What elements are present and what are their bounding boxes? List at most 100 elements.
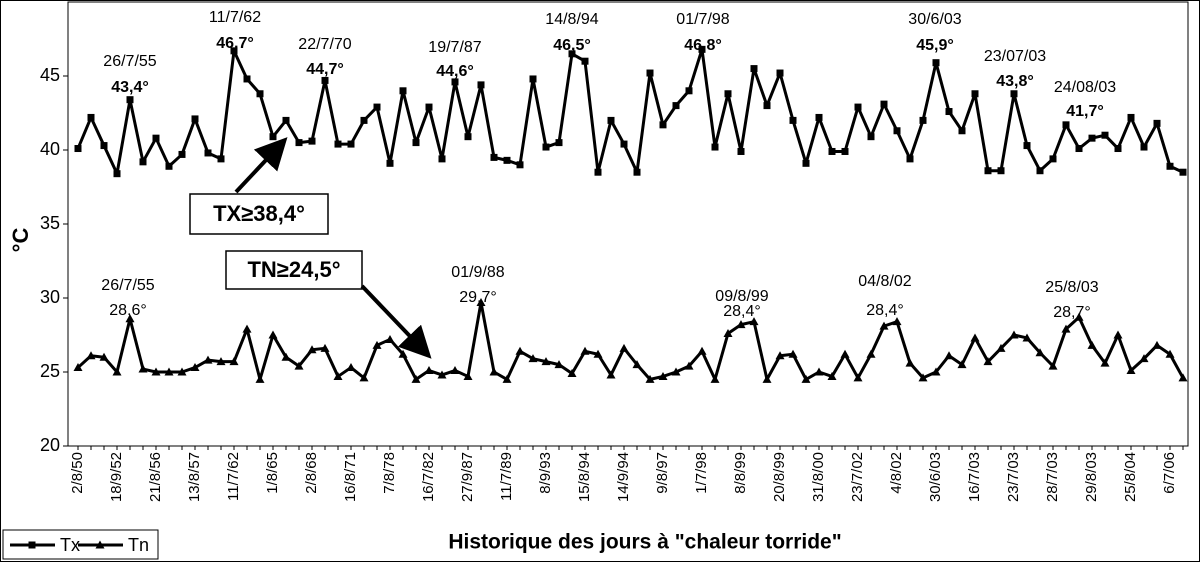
marker [320,343,330,352]
marker [152,134,160,142]
marker [905,358,915,367]
annotation-date: 19/7/87 [428,39,481,56]
marker [204,149,212,157]
arrow [360,284,432,359]
x-tick-label: 27/9/87 [459,452,476,502]
marker [437,370,447,379]
x-tick-label: 11/7/62 [225,452,242,501]
x-tick-label: 4/8/02 [888,452,905,494]
y-tick-label: 30 [40,287,60,307]
y-axis-label: °C [8,228,33,253]
marker [944,351,954,360]
annotation-value: 43,4° [111,79,149,96]
tx-box-label: TX≥38,4° [213,201,305,226]
marker [113,170,121,178]
marker [385,334,395,343]
marker [139,158,147,166]
x-tick-label: 16/7/82 [420,452,437,502]
marker [1113,330,1123,339]
annotation-value: 28,6° [109,302,147,319]
x-tick-label: 25/8/04 [1122,452,1139,502]
marker [424,366,434,375]
y-tick-label: 40 [40,139,60,159]
marker [229,357,239,366]
marker [74,145,82,153]
annotation-date: 09/8/99 [715,288,768,305]
marker [1126,366,1136,375]
marker [438,155,446,163]
marker [412,139,420,147]
marker [502,374,512,383]
marker [307,345,317,354]
annotation-value: 28,4° [723,303,761,320]
marker [333,371,343,380]
x-tick-label: 6/7/06 [1161,452,1178,494]
annotation-date: 01/7/98 [676,11,729,28]
marker [528,354,538,363]
marker [203,355,213,364]
marker [360,116,368,124]
marker [567,368,577,377]
marker [87,113,95,121]
marker [893,127,901,135]
annotation-value: 41,7° [1066,103,1104,120]
marker [711,143,719,151]
marker [607,116,615,124]
marker [996,343,1006,352]
marker [178,150,186,158]
marker [633,168,641,176]
x-tick-label: 2/8/68 [303,452,320,494]
marker [190,363,200,372]
annotation-date: 26/7/55 [101,277,154,294]
marker [632,360,642,369]
marker [411,374,421,383]
marker [334,140,342,148]
marker [541,357,551,366]
marker [970,333,980,342]
marker [1061,324,1071,333]
x-tick-label: 15/8/94 [576,452,593,502]
marker [451,78,459,86]
marker [724,90,732,98]
marker [866,349,876,358]
marker [450,366,460,375]
x-tick-label: 31/8/00 [810,452,827,502]
marker [1165,349,1175,358]
annotation-value: 46,5° [553,37,591,54]
tn-box-label: TN≥24,5° [247,257,340,282]
annotation-value: 46,7° [216,35,254,52]
marker [151,367,161,376]
marker [542,143,550,151]
marker [684,361,694,370]
annotation-date: 11/7/62 [209,9,261,26]
x-tick-label: 28/7/03 [1044,452,1061,502]
annotation-date: 14/8/94 [545,11,598,28]
marker [1101,131,1109,139]
x-tick-label: 8/9/93 [537,452,554,494]
x-tick-label: 8/8/99 [732,452,749,494]
marker [971,90,979,98]
marker [984,167,992,175]
marker [503,156,511,164]
marker [841,147,849,155]
marker [268,330,278,339]
marker [1152,340,1162,349]
marker [867,133,875,141]
annotation-value: 46,8° [684,37,722,54]
marker [1010,90,1018,98]
marker [853,373,863,382]
marker [490,153,498,161]
x-tick-label: 21/8/56 [147,452,164,502]
marker [529,75,537,83]
marker [789,116,797,124]
marker [1153,119,1161,127]
marker [73,363,83,372]
marker [126,96,134,104]
marker [164,367,174,376]
annotation-date: 01/9/88 [451,264,504,281]
annotation-date: 26/7/55 [103,53,156,70]
marker [932,59,940,67]
marker [710,374,720,383]
marker [685,87,693,95]
